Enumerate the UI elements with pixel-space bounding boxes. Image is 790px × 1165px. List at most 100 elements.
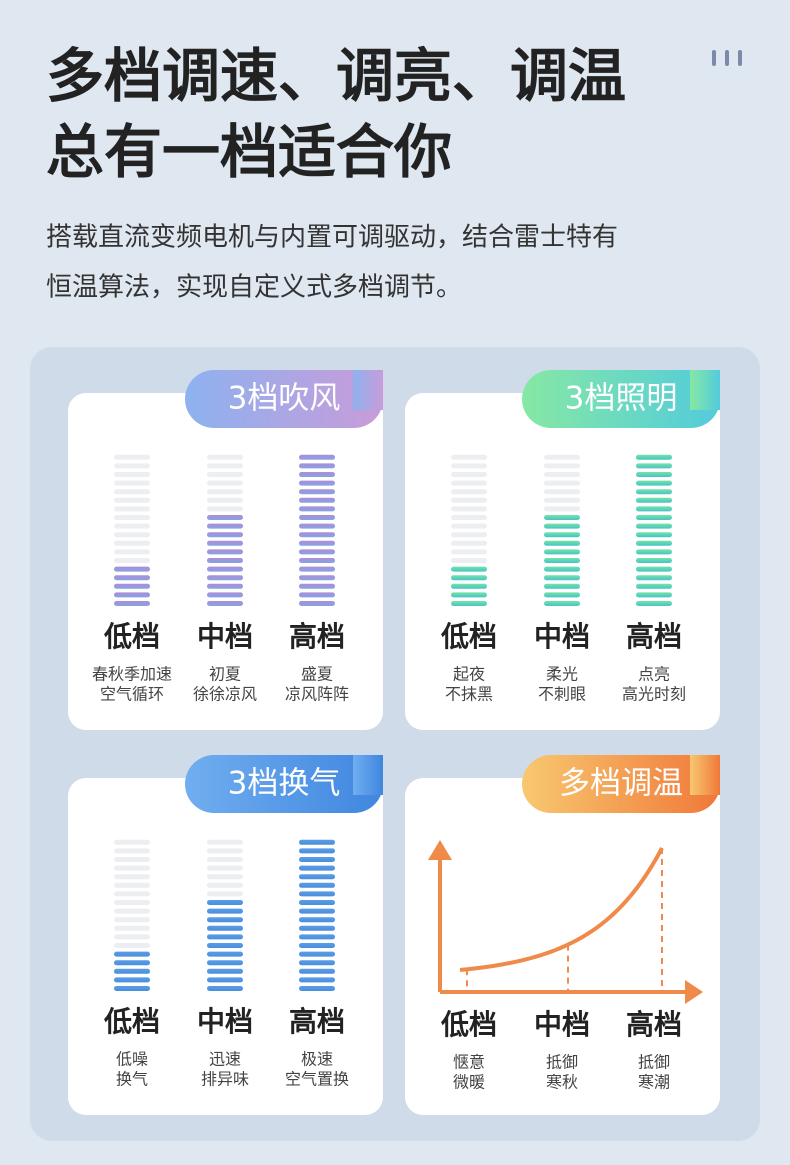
tag <box>522 370 720 428</box>
level-stripe <box>114 472 150 477</box>
gear-name: 高档 <box>626 620 682 653</box>
gear-desc: 起夜 <box>453 665 485 684</box>
level-stripe <box>114 960 150 966</box>
level-stripe <box>207 575 243 581</box>
level-stripe <box>299 575 335 581</box>
gear-desc: 寒秋 <box>546 1073 578 1092</box>
level-stripe <box>114 925 150 931</box>
gear-desc: 凉风阵阵 <box>285 685 349 704</box>
level-stripe <box>114 865 150 871</box>
gear-desc: 不抹黑 <box>445 685 493 704</box>
level-stripe <box>451 497 487 503</box>
level-stripe <box>114 583 150 589</box>
level-stripe <box>299 900 335 905</box>
level-stripe <box>114 558 150 563</box>
gear-desc: 柔光 <box>546 665 578 684</box>
level-stripe <box>207 454 243 460</box>
level-stripe <box>544 523 580 529</box>
level-stripe <box>636 583 672 589</box>
tag-label: 3档照明 <box>565 381 678 417</box>
level-stripe <box>207 968 243 974</box>
level-stripe <box>451 480 487 486</box>
level-stripe <box>451 592 487 598</box>
level-stripe <box>114 986 150 991</box>
level-stripe <box>636 515 672 520</box>
level-stripe <box>299 489 335 495</box>
level-stripe <box>299 839 335 845</box>
gear-name: 高档 <box>289 1005 345 1038</box>
level-stripe <box>207 977 243 983</box>
curve <box>459 847 664 972</box>
level-stripe <box>451 472 487 477</box>
level-stripe <box>451 566 487 572</box>
level-stripe <box>451 532 487 538</box>
level-stripe <box>299 532 335 538</box>
tag-label: 多档调温 <box>559 766 683 802</box>
tag-tail <box>690 370 720 410</box>
level-stripe <box>544 601 580 606</box>
level-stripe <box>207 472 243 477</box>
level-stripe <box>544 506 580 512</box>
level-stripe <box>114 968 150 974</box>
tag <box>185 755 383 813</box>
level-stripe <box>299 857 335 862</box>
level-stripe <box>636 601 672 606</box>
level-stripe <box>114 839 150 845</box>
level-stripe <box>114 943 150 948</box>
level-stripe <box>114 497 150 503</box>
title: 多档调速、调亮、调温 <box>46 42 626 110</box>
level-stripe <box>299 472 335 477</box>
level-stripe <box>299 549 335 555</box>
level-stripe <box>636 566 672 572</box>
level-stripe <box>636 497 672 503</box>
level-stripe <box>299 934 335 940</box>
level-stripe <box>451 601 487 606</box>
gear-desc: 徐徐凉风 <box>193 685 257 704</box>
level-stripe <box>114 540 150 546</box>
level-stripe <box>207 960 243 966</box>
arrow <box>428 840 452 860</box>
gear-name: 中档 <box>534 1008 590 1041</box>
tag-label: 3档换气 <box>228 766 341 802</box>
level-stripe <box>207 874 243 880</box>
level-stripe <box>114 882 150 888</box>
gear-name: 高档 <box>626 1008 682 1041</box>
tag-label: 3档吹风 <box>228 381 341 417</box>
level-stripe <box>451 575 487 581</box>
level-stripe <box>544 558 580 563</box>
level-stripe <box>207 848 243 854</box>
level-stripe <box>299 601 335 606</box>
gear-name: 低档 <box>440 620 497 653</box>
level-stripe <box>299 865 335 871</box>
gear-desc: 空气循环 <box>100 685 164 704</box>
level-stripe <box>299 951 335 957</box>
level-stripe <box>299 506 335 512</box>
level-stripe <box>299 515 335 520</box>
level-stripe <box>299 874 335 880</box>
gear-name: 低档 <box>103 620 160 653</box>
level-stripe <box>207 934 243 940</box>
level-stripe <box>451 558 487 563</box>
level-stripe <box>544 489 580 495</box>
level-stripe <box>636 506 672 512</box>
level-stripe <box>299 925 335 931</box>
gear-desc: 点亮 <box>638 665 670 684</box>
level-stripe <box>544 549 580 555</box>
level-stripe <box>207 497 243 503</box>
level-stripe <box>544 497 580 503</box>
level-stripe <box>636 549 672 555</box>
level-stripe <box>636 480 672 486</box>
level-stripe <box>299 592 335 598</box>
level-stripe <box>114 489 150 495</box>
level-stripe <box>451 549 487 555</box>
level-stripe <box>114 523 150 529</box>
level-stripe <box>207 515 243 520</box>
level-stripe <box>451 489 487 495</box>
level-stripe <box>207 489 243 495</box>
level-stripe <box>207 943 243 948</box>
level-stripe <box>207 532 243 538</box>
level-stripe <box>544 515 580 520</box>
level-stripe <box>544 575 580 581</box>
level-stripe <box>114 977 150 983</box>
level-stripe <box>451 523 487 529</box>
